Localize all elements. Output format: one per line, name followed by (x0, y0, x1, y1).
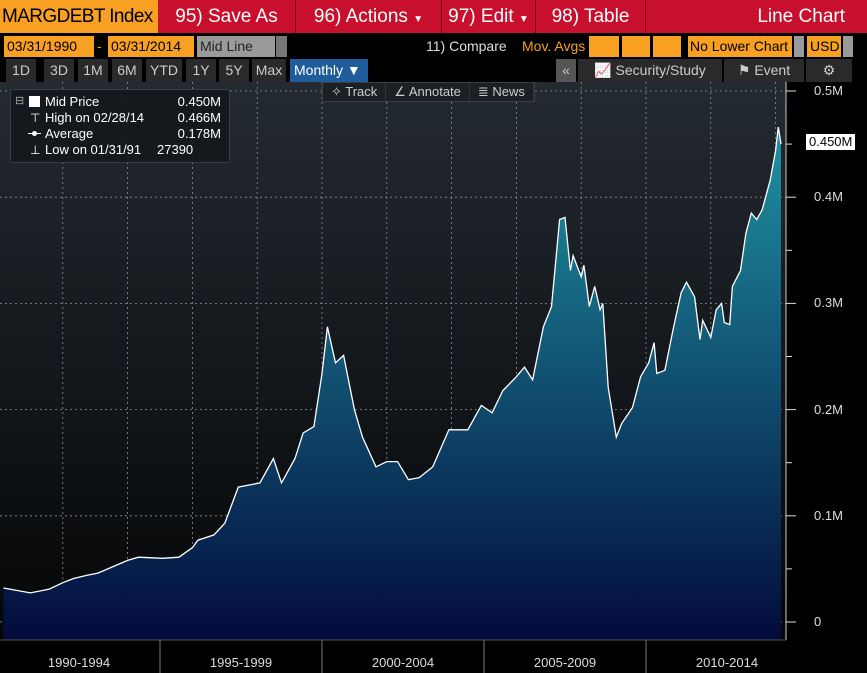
period-3d[interactable]: 3D (44, 59, 74, 82)
news-button[interactable]: ≣ News (470, 83, 534, 101)
mov-avg-field-1[interactable] (589, 36, 619, 57)
legend-high-value: 0.466M (177, 110, 221, 125)
caret-down-icon: ▼ (413, 14, 424, 25)
security-study-label: Security/Study (615, 62, 706, 78)
x-tick-label: 2010-2014 (695, 655, 759, 670)
low-icon: ⊥ (30, 143, 41, 157)
event-label: Event (754, 62, 791, 78)
legend-low-label: Low on 01/31/91 (45, 142, 142, 157)
start-date-field[interactable]: 03/31/1990 (4, 36, 94, 57)
table-button[interactable]: 98) Table (536, 0, 646, 33)
lower-chart-select[interactable]: No Lower Chart (688, 36, 792, 57)
legend-avg-label: Average (45, 126, 94, 141)
legend-panel: ⊟ Mid Price 0.450M ⊤ High on 02/28/14 0.… (10, 89, 230, 163)
y-tick-label: 0.3M (814, 295, 843, 311)
legend-mid-label: Mid Price (45, 94, 100, 109)
legend-low-value: 27390 (157, 142, 194, 157)
high-icon: ⊤ (30, 111, 41, 125)
compare-button[interactable]: 11) Compare (426, 38, 507, 54)
line-type-dropdown[interactable] (276, 36, 287, 57)
gear-icon: ⚙ (822, 62, 836, 78)
mid-price-swatch (29, 96, 40, 107)
y-tick-label: 0.4M (814, 189, 843, 205)
y-tick-label: 0.2M (814, 401, 843, 417)
settings-button[interactable]: ⚙ (806, 59, 852, 82)
last-value-tag: 0.450M (806, 134, 856, 150)
collapse-button[interactable]: « (556, 59, 576, 82)
chart-plot[interactable] (0, 82, 867, 673)
series-line (3, 126, 782, 594)
x-tick-label: 2005-2009 (533, 655, 597, 670)
period-6m[interactable]: 6M (112, 59, 142, 82)
period-5y[interactable]: 5Y (219, 59, 249, 82)
legend-avg-value: 0.178M (177, 126, 221, 141)
lower-chart-dropdown[interactable] (794, 36, 804, 57)
currency-select[interactable]: USD (807, 36, 841, 57)
period-1y[interactable]: 1Y (186, 59, 216, 82)
legend-high-label: High on 02/28/14 (45, 110, 145, 125)
mov-avg-field-3[interactable] (653, 36, 681, 57)
x-tick-label: 2000-2004 (371, 655, 435, 670)
event-button[interactable]: ⚑ Event (724, 59, 804, 82)
x-tick-label: 1990-1994 (47, 655, 111, 670)
period-max[interactable]: Max (252, 59, 286, 82)
x-tick-label: 1995-1999 (209, 655, 273, 670)
ticker-field[interactable]: MARGDEBT Index (0, 0, 158, 33)
actions-button[interactable]: 96) Actions ▼ (296, 0, 442, 33)
period-ytd[interactable]: YTD (146, 59, 182, 82)
y-tick-label: 0.5M (814, 83, 843, 98)
track-button[interactable]: ✧ Track (323, 83, 387, 101)
save-as-button[interactable]: 95) Save As (158, 0, 296, 33)
mov-avg-field-2[interactable] (622, 36, 650, 57)
security-study-button[interactable]: 📈 Security/Study (578, 59, 722, 82)
edit-button[interactable]: 97) Edit ▼ (442, 0, 536, 33)
mov-avgs-label: Mov. Avgs (522, 38, 586, 54)
area-fill (3, 127, 781, 641)
frequency-select[interactable]: Monthly ▼ (290, 59, 368, 82)
chart-type-label: Line Chart (646, 0, 867, 33)
collapse-tree-icon[interactable]: ⊟ (15, 95, 25, 107)
caret-down-icon: ▼ (518, 14, 529, 25)
end-date-field[interactable]: 03/31/2014 (108, 36, 194, 57)
line-type-select[interactable]: Mid Line (197, 36, 275, 57)
annotate-button[interactable]: ∠ Annotate (386, 83, 470, 101)
legend-mid-value: 0.450M (177, 94, 221, 109)
edit-label: 97) Edit (448, 6, 514, 27)
chart-study-icon: 📈 (594, 62, 612, 78)
actions-label: 96) Actions (313, 6, 408, 27)
date-separator: - (97, 38, 102, 54)
y-tick-label: 0.1M (814, 507, 843, 523)
average-dot-icon (32, 131, 37, 136)
period-1d[interactable]: 1D (6, 59, 36, 82)
currency-dropdown[interactable] (843, 36, 853, 57)
flag-icon: ⚑ (737, 62, 751, 78)
period-1m[interactable]: 1M (78, 59, 108, 82)
chart-toolbar: ✧ Track ∠ Annotate ≣ News (322, 82, 535, 102)
y-tick-label: 0 (814, 614, 822, 629)
